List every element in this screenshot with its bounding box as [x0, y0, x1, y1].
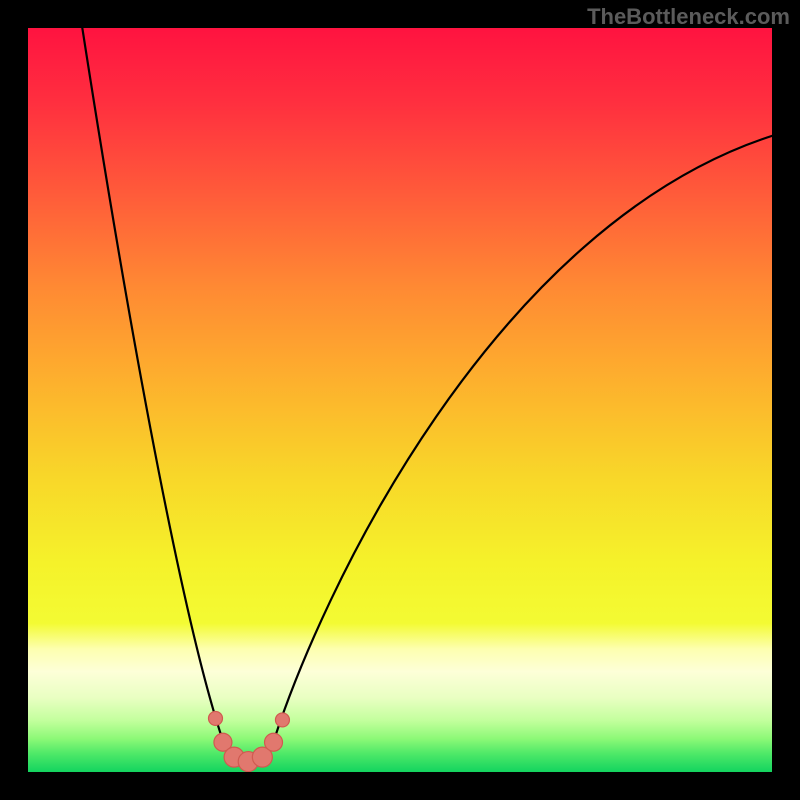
outer-frame: TheBottleneck.com: [0, 0, 800, 800]
watermark-text: TheBottleneck.com: [587, 4, 790, 30]
plot-area: [28, 28, 772, 772]
trough-marker: [265, 733, 283, 751]
trough-marker: [275, 713, 289, 727]
trough-markers: [28, 28, 772, 772]
trough-marker: [208, 711, 222, 725]
